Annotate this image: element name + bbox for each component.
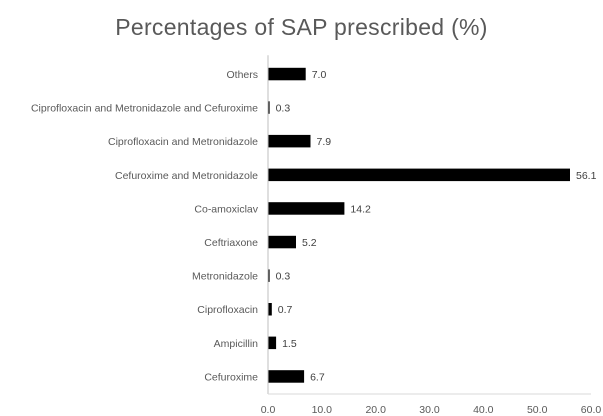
bars-group — [268, 67, 570, 383]
x-tick-labels: 0.0 10.0 20.0 30.0 40.0 50.0 60.0 — [261, 404, 602, 416]
x-tick-label: 40.0 — [473, 404, 494, 416]
category-label: Co-amoxiclav — [194, 203, 258, 215]
bar-6 — [268, 269, 270, 282]
value-label: 56.1 — [576, 170, 597, 182]
bar-5 — [268, 235, 296, 249]
value-label: 0.3 — [276, 271, 291, 283]
category-label: Ciprofloxacin and Metronidazole and Cefu… — [31, 103, 258, 115]
bar-8 — [268, 336, 277, 350]
value-label: 6.7 — [310, 371, 325, 383]
category-label: Cefuroxime and Metronidazole — [115, 170, 258, 182]
bar-3 — [268, 168, 570, 182]
x-tick-label: 50.0 — [527, 404, 548, 416]
category-label: Ampicillin — [214, 338, 259, 350]
category-label: Others — [226, 69, 258, 81]
value-label: 5.2 — [302, 237, 317, 249]
category-label: Ciprofloxacin and Metronidazole — [108, 136, 258, 148]
category-labels: Others Ciprofloxacin and Metronidazole an… — [31, 69, 259, 383]
chart-title: Percentages of SAP prescribed (%) — [115, 14, 488, 40]
x-tick-label: 0.0 — [261, 404, 276, 416]
bar-1 — [268, 101, 270, 114]
x-tick-label: 60.0 — [581, 404, 602, 416]
value-label: 7.9 — [317, 136, 332, 148]
category-label: Metronidazole — [192, 271, 258, 283]
value-label: 0.3 — [276, 103, 291, 115]
x-tick-label: 30.0 — [419, 404, 440, 416]
bar-2 — [268, 134, 311, 148]
bar-9 — [268, 370, 305, 383]
category-label: Cefuroxime — [204, 371, 258, 383]
x-tick-label: 10.0 — [312, 404, 333, 416]
bar-7 — [268, 303, 272, 316]
value-label: 0.7 — [278, 304, 293, 316]
x-tick-label: 20.0 — [365, 404, 386, 416]
value-label: 7.0 — [312, 69, 327, 81]
bar-4 — [268, 202, 345, 215]
value-labels: 7.0 0.3 7.9 56.1 14.2 5.2 0.3 0.7 1.5 6.7 — [276, 69, 597, 383]
category-label: Ceftriaxone — [204, 237, 258, 249]
value-label: 14.2 — [350, 203, 371, 215]
category-label: Ciprofloxacin — [197, 304, 258, 316]
bar-0 — [268, 67, 306, 81]
value-label: 1.5 — [282, 338, 297, 350]
